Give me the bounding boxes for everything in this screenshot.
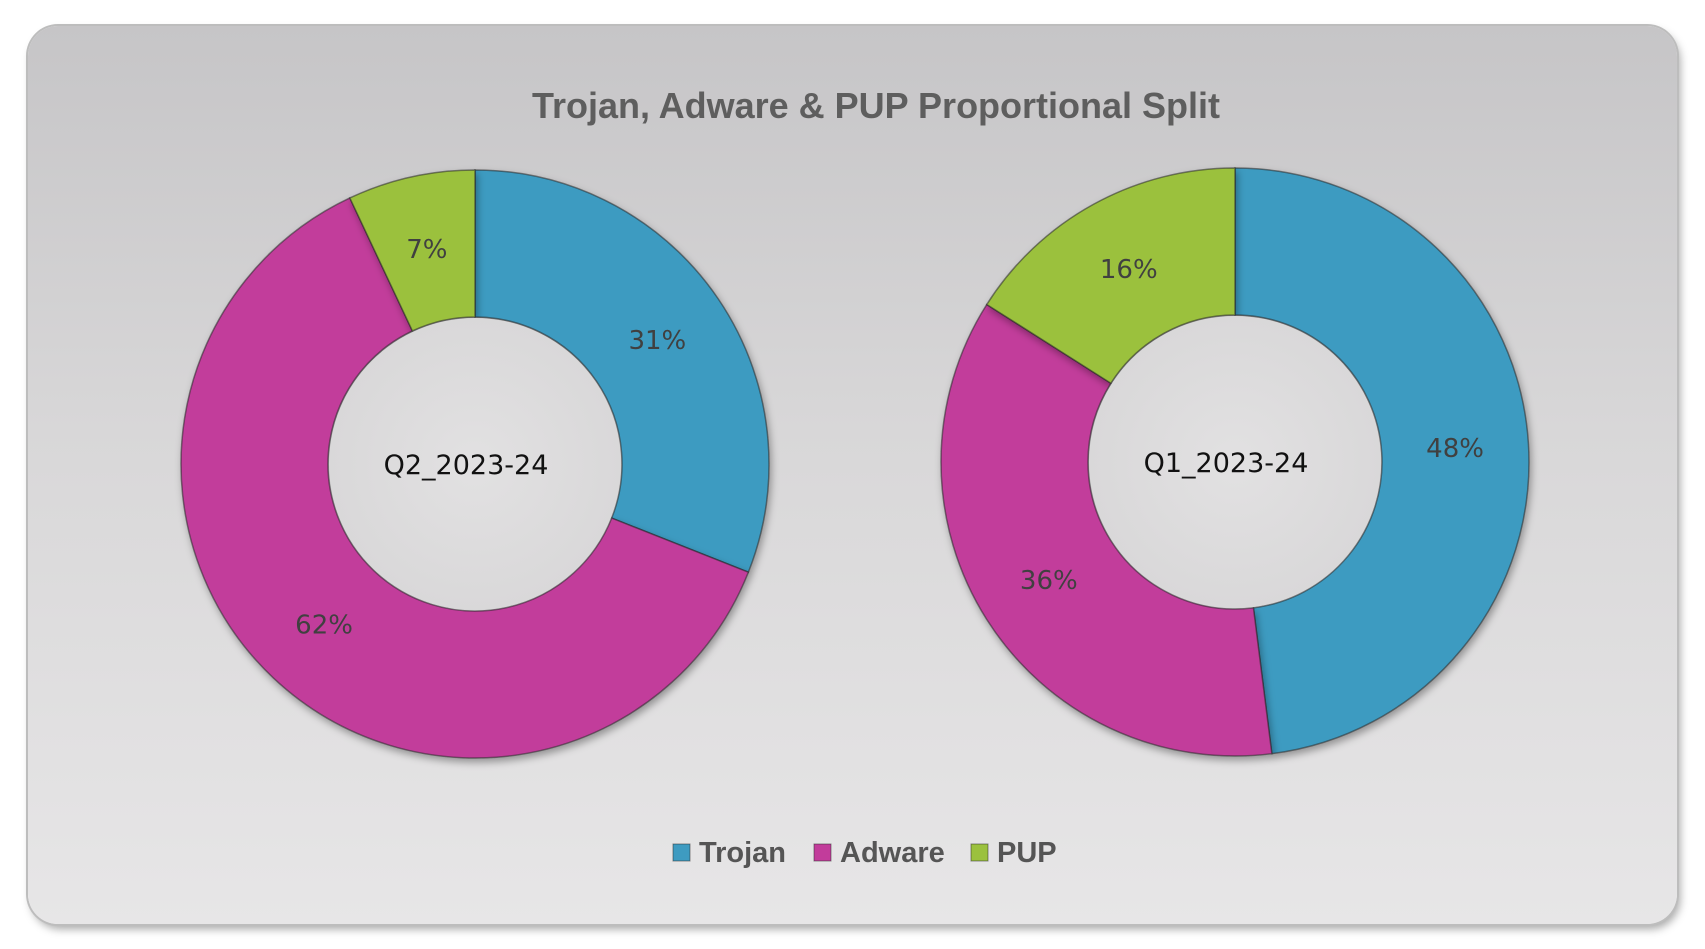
label-trojan: 48%	[1426, 434, 1484, 464]
donut-hole	[329, 318, 621, 610]
slice-trojan	[1234, 167, 1530, 755]
label-trojan: 31%	[628, 326, 686, 356]
legend-label-adware: Adware	[840, 837, 945, 869]
legend-swatch-adware	[813, 843, 832, 862]
label-adware: 62%	[295, 611, 353, 641]
legend: Trojan Adware PUP	[672, 837, 1057, 869]
label-pup: 16%	[1100, 255, 1158, 285]
donut-center-label: Q2_2023-24	[384, 450, 549, 481]
slice-pup	[985, 167, 1236, 385]
chart-title: Trojan, Adware & PUP Proportional Split	[532, 85, 1220, 126]
label-adware: 36%	[1020, 566, 1078, 596]
slice-pup	[348, 169, 476, 332]
legend-label-pup: PUP	[997, 837, 1057, 869]
legend-label-trojan: Trojan	[699, 837, 786, 869]
donut-center-label: Q1_2023-24	[1144, 448, 1309, 479]
donut-q1: 48% 36% 16% Q1_2023-24	[940, 167, 1530, 757]
donut-hole	[1089, 316, 1381, 608]
label-pup: 7%	[406, 235, 447, 265]
slice-trojan	[474, 169, 770, 574]
slice-adware	[180, 196, 750, 759]
slice-adware	[940, 303, 1273, 757]
legend-swatch-pup	[970, 843, 989, 862]
legend-swatch-trojan	[672, 843, 691, 862]
donut-q2: 31% 62% 7% Q2_2023-24	[180, 169, 770, 759]
